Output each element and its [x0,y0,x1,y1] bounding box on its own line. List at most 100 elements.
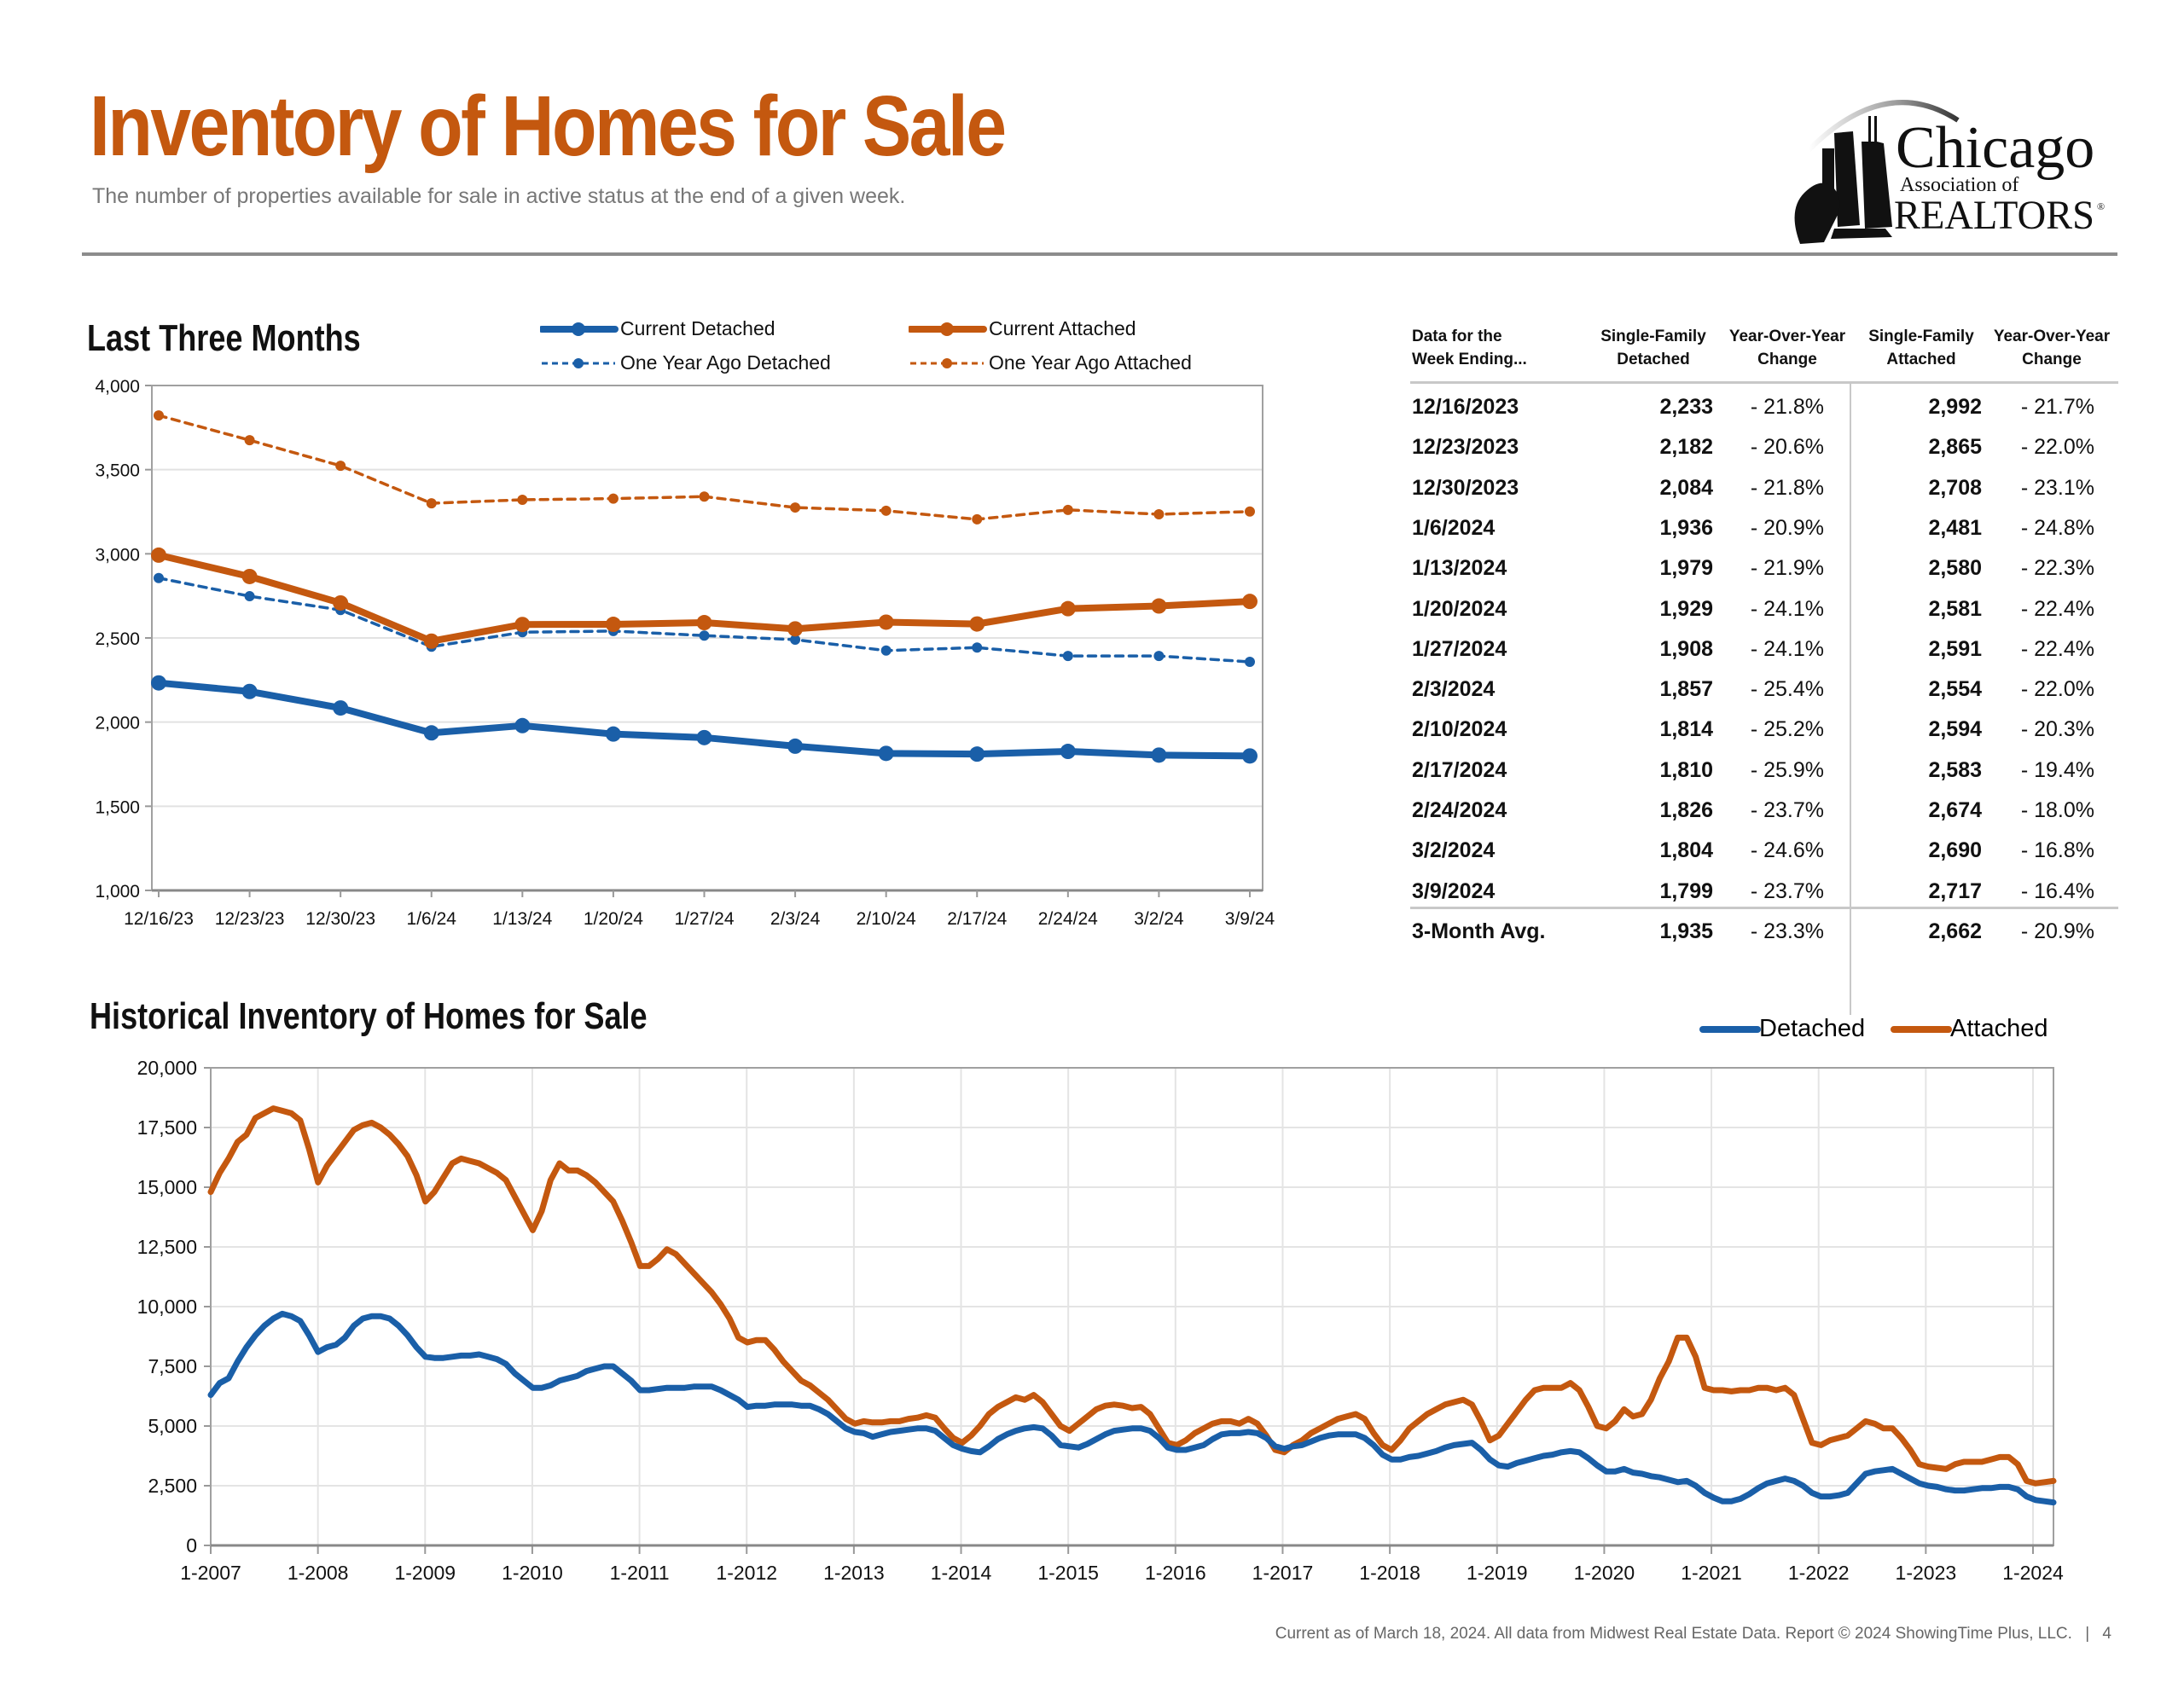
header-sf-attached: Single-Family Attached [1857,325,1985,371]
historical-chart-legend: Detached Attached [1698,1015,2073,1042]
data-point-year_ago_attached [1245,506,1255,517]
header-sf-detached: Single-Family Detached [1589,325,1717,371]
cell-detached: 2,233 [1659,395,1713,419]
table-row: 1/27/2024 1,908 - 24.1% 2,591 - 22.4% [1410,629,2118,670]
data-point-current_detached [878,745,894,762]
x-tick-label: 3/9/24 [1225,909,1275,929]
cell-attached: 2,717 [1928,878,1982,903]
cell-attached-yoy: - 24.8% [2020,515,2094,540]
x-tick-label: 1-2008 [288,1562,349,1584]
data-point-current_detached [423,725,439,741]
cell-detached-yoy: - 23.7% [1750,798,1824,822]
table-row: 3/2/2024 1,804 - 24.6% 2,690 - 16.8% [1410,831,2118,871]
avg-label: 3-Month Avg. [1412,919,1546,943]
cell-attached-yoy: - 16.8% [2020,838,2094,863]
cell-week: 3/2/2024 [1412,838,1496,863]
data-point-year_ago_attached [426,498,437,509]
data-point-year_ago_detached [880,645,892,656]
legend-label-detached: Detached [1759,1015,1866,1042]
cell-detached-yoy: - 24.1% [1750,596,1824,621]
y-tick-label: 2,000 [95,714,140,733]
cell-detached-yoy: - 21.9% [1750,556,1824,581]
header-sf-detached-line2: Detached [1617,351,1690,368]
header-week-line1: Data for the [1412,328,1502,345]
header-yoy-detached-line2: Change [1757,351,1817,368]
historical-chart-title: Historical Inventory of Homes for Sale [90,995,648,1037]
x-tick-label: 1-2014 [931,1562,992,1584]
header-week-line2: Week Ending... [1412,351,1527,368]
data-point-year_ago_attached [699,491,710,502]
table-row: 1/20/2024 1,929 - 24.1% 2,581 - 22.4% [1410,589,2118,629]
cell-detached: 1,979 [1659,556,1713,581]
cell-attached: 2,591 [1928,636,1982,661]
x-tick-label: 2/10/24 [857,909,916,929]
cell-detached: 1,799 [1659,878,1713,903]
data-point-current_detached [514,717,531,733]
legend-line-solid-orange-icon [909,322,987,336]
recent-inventory-chart: 1,000 1,500 2,000 2,500 3,000 3,500 4,000 12/16… [95,377,1275,929]
data-point-current_detached [787,738,804,754]
cell-detached: 1,826 [1659,798,1713,822]
skyline-icon [1794,116,1892,244]
data-point-year_ago_detached [154,572,164,583]
x-tick-label: 1/20/24 [584,909,643,929]
x-tick-label: 2/17/24 [947,909,1007,929]
data-point-year_ago_attached [517,494,528,505]
cell-detached-yoy: - 21.8% [1750,395,1824,419]
logo-arc-icon [1806,100,1960,153]
avg-attached: 2,662 [1928,919,1982,943]
x-tick-label: 12/23/23 [215,909,285,929]
logo-association-text: Association of [1900,174,2018,196]
cell-detached: 1,857 [1659,677,1713,702]
cell-week: 2/17/2024 [1412,757,1507,782]
logo-registered-mark: ® [2097,200,2105,212]
cell-attached-yoy: - 20.3% [2020,717,2094,742]
cell-week: 2/10/2024 [1412,717,1507,742]
cell-week: 12/23/2023 [1412,435,1519,460]
data-point-current_detached [1060,744,1076,760]
data-point-year_ago_detached [1153,651,1165,662]
header-sf-attached-line2: Attached [1886,351,1956,368]
x-tick-label: 3/2/24 [1134,909,1184,929]
data-point-year_ago_detached [790,634,801,645]
x-tick-label: 2/24/24 [1038,909,1098,929]
cell-detached: 1,804 [1659,838,1713,863]
cell-week: 2/24/2024 [1412,798,1507,822]
y-tick-label: 5,000 [148,1415,197,1437]
footer-source-text: Current as of March 18, 2024. All data f… [1275,1625,2072,1643]
cell-week: 1/6/2024 [1412,515,1496,540]
avg-detached: 1,935 [1659,919,1713,943]
footer: Current as of March 18, 2024. All data f… [1275,1625,2111,1644]
logo-realtors-text: REALTORS [1894,193,2094,238]
cell-attached: 2,583 [1928,757,1982,782]
data-point-year_ago_attached [335,461,346,472]
data-point-current_attached [605,617,621,633]
header-yoy-attached-line2: Change [2022,351,2082,368]
y-tick-label: 10,000 [137,1296,197,1318]
cell-detached-yoy: - 25.9% [1750,757,1824,782]
page-subtitle: The number of properties available for s… [92,184,906,208]
x-tick-label: 1/27/24 [674,909,734,929]
cell-attached: 2,554 [1928,677,1982,702]
x-tick-label: 1-2024 [2002,1562,2064,1584]
header-divider [82,252,2117,256]
x-tick-label: 1-2009 [394,1562,456,1584]
data-point-year_ago_detached [1245,657,1255,668]
data-point-current_attached [1242,594,1258,610]
avg-detached-yoy: - 23.3% [1750,919,1824,943]
data-point-year_ago_attached [972,513,983,525]
data-point-year_ago_detached [699,630,710,641]
recent-chart-legend: Current Detached Current Attached One Ye… [540,317,1308,379]
data-point-current_detached [696,729,712,745]
data-point-current_attached [151,547,166,563]
table-column-divider [1850,384,1851,1015]
recent-chart-title: Last Three Months [87,317,361,359]
legend-label: Current Detached [620,317,775,339]
data-point-current_attached [1060,600,1076,617]
cell-detached-yoy: - 25.2% [1750,717,1824,742]
data-point-current_detached [151,675,166,691]
data-point-current_attached [1151,598,1167,614]
header-yoy-detached: Year-Over-Year Change [1719,325,1856,371]
x-tick-label: 1-2023 [1896,1562,1957,1584]
footer-separator: | [2085,1625,2090,1643]
